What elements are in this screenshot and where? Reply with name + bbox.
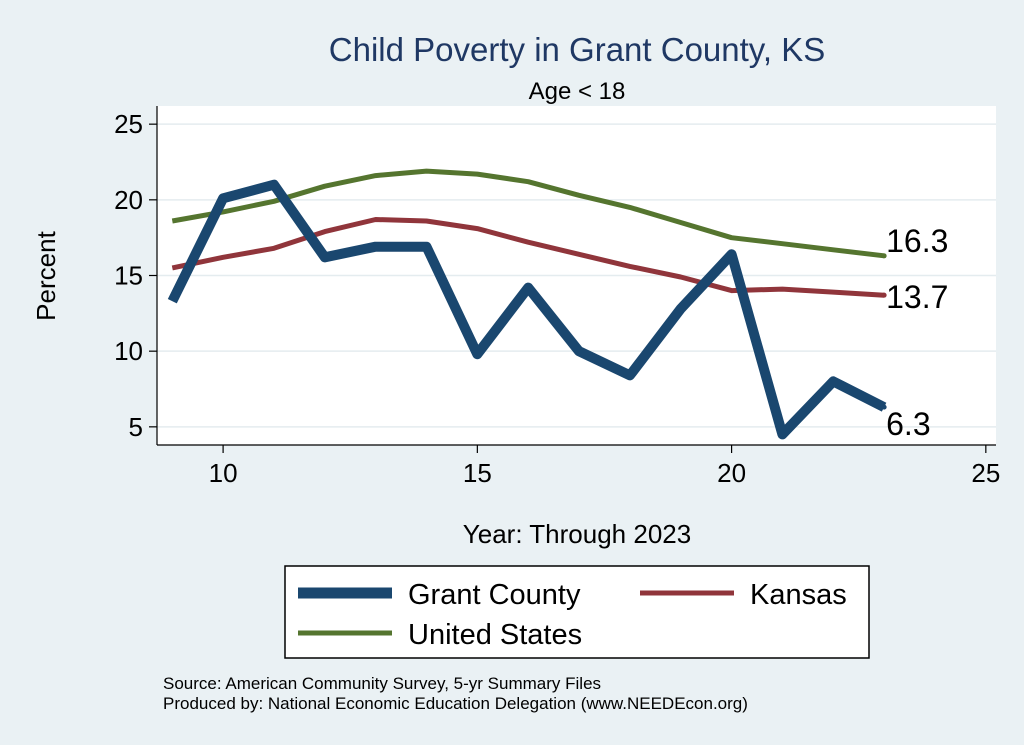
end-point-united-states	[881, 253, 887, 259]
producer-note: Produced by: National Economic Education…	[163, 694, 748, 713]
end-labels: 6.3 13.7 16.3	[886, 223, 948, 442]
end-point-kansas	[881, 292, 887, 298]
x-tick-label-15: 15	[463, 458, 492, 488]
axes	[149, 106, 996, 453]
series-lines	[167, 168, 887, 440]
legend-box	[284, 565, 870, 659]
y-tick-label-10: 10	[114, 336, 143, 366]
x-tick-label-20: 20	[717, 458, 746, 488]
source-note: Source: American Community Survey, 5-yr …	[163, 674, 601, 693]
tick-labels: 5 10 15 20 25 10 15 20 25	[114, 109, 1000, 488]
x-tick-label-25: 25	[971, 458, 1000, 488]
series-line-united-states	[171, 168, 885, 259]
end-label-grant-county: 6.3	[886, 406, 930, 442]
legend-label-kansas: Kansas	[750, 579, 847, 611]
legend: Grant County Kansas United States	[284, 565, 870, 659]
chart-title: Child Poverty in Grant County, KS	[329, 31, 825, 68]
chart-subtitle: Age < 18	[529, 78, 626, 105]
y-tick-label-25: 25	[114, 109, 143, 139]
y-axis-label: Percent	[31, 230, 61, 320]
end-label-kansas: 13.7	[886, 279, 948, 315]
y-tick-label-15: 15	[114, 261, 143, 291]
end-point-grant-county	[881, 404, 887, 410]
x-axis-label: Year: Through 2023	[463, 519, 691, 549]
legend-label-united-states: United States	[408, 619, 582, 651]
series-line-grant-county	[167, 179, 887, 440]
end-label-united-states: 16.3	[886, 223, 948, 259]
y-tick-label-5: 5	[129, 412, 143, 442]
legend-label-grant-county: Grant County	[408, 579, 581, 611]
y-tick-label-20: 20	[114, 185, 143, 215]
series-line-kansas	[171, 217, 885, 298]
x-tick-label-10: 10	[209, 458, 238, 488]
